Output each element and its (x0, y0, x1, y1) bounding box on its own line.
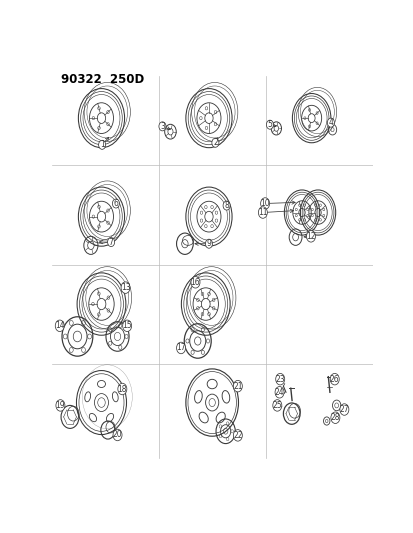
Circle shape (121, 282, 130, 293)
Circle shape (113, 429, 122, 441)
Text: 90322  250D: 90322 250D (61, 73, 144, 86)
Text: 6: 6 (113, 199, 118, 208)
Circle shape (191, 83, 237, 142)
Circle shape (272, 400, 281, 411)
Text: 5: 5 (267, 120, 272, 129)
Circle shape (122, 320, 131, 332)
Circle shape (306, 231, 315, 242)
Text: 16: 16 (190, 278, 200, 287)
Circle shape (176, 342, 185, 354)
Text: 7: 7 (108, 238, 113, 247)
Circle shape (112, 199, 119, 208)
Text: 27: 27 (339, 405, 348, 414)
Text: 19: 19 (55, 401, 65, 410)
Text: 18: 18 (117, 384, 127, 393)
Text: 28: 28 (330, 413, 339, 422)
Text: 10: 10 (260, 199, 269, 208)
Circle shape (275, 374, 284, 385)
Circle shape (330, 374, 338, 385)
Text: 13: 13 (121, 283, 130, 292)
Circle shape (205, 239, 212, 248)
Circle shape (297, 87, 336, 136)
Text: 8: 8 (224, 201, 228, 210)
Circle shape (187, 266, 235, 329)
Text: 3: 3 (159, 122, 164, 131)
Text: 1: 1 (100, 140, 104, 149)
Text: 14: 14 (55, 321, 64, 330)
Circle shape (211, 138, 218, 147)
Text: 26: 26 (329, 375, 339, 384)
Circle shape (56, 400, 65, 411)
Text: 23: 23 (275, 375, 284, 384)
Circle shape (118, 383, 126, 395)
Circle shape (327, 118, 334, 127)
Circle shape (159, 122, 166, 131)
Circle shape (190, 277, 199, 288)
Text: 12: 12 (306, 232, 315, 241)
Circle shape (339, 404, 348, 415)
Circle shape (84, 83, 130, 142)
Text: 22: 22 (233, 431, 242, 440)
Circle shape (223, 201, 230, 210)
Circle shape (107, 238, 114, 247)
Circle shape (233, 430, 242, 441)
Circle shape (83, 266, 131, 329)
Circle shape (266, 120, 273, 129)
Text: 24: 24 (274, 388, 284, 397)
Text: 4: 4 (328, 118, 332, 127)
Text: 2: 2 (213, 138, 217, 147)
Text: 21: 21 (233, 382, 242, 391)
Text: 25: 25 (272, 401, 281, 410)
Circle shape (260, 198, 269, 209)
Text: 15: 15 (122, 321, 132, 330)
Text: 20: 20 (112, 431, 122, 440)
Text: 11: 11 (257, 208, 267, 217)
Text: 9: 9 (206, 239, 211, 248)
Circle shape (274, 386, 283, 398)
Circle shape (84, 181, 130, 240)
Circle shape (98, 140, 105, 149)
Circle shape (258, 207, 267, 219)
Circle shape (55, 320, 64, 332)
Circle shape (330, 412, 339, 424)
Text: 17: 17 (176, 343, 185, 352)
Circle shape (233, 381, 242, 392)
